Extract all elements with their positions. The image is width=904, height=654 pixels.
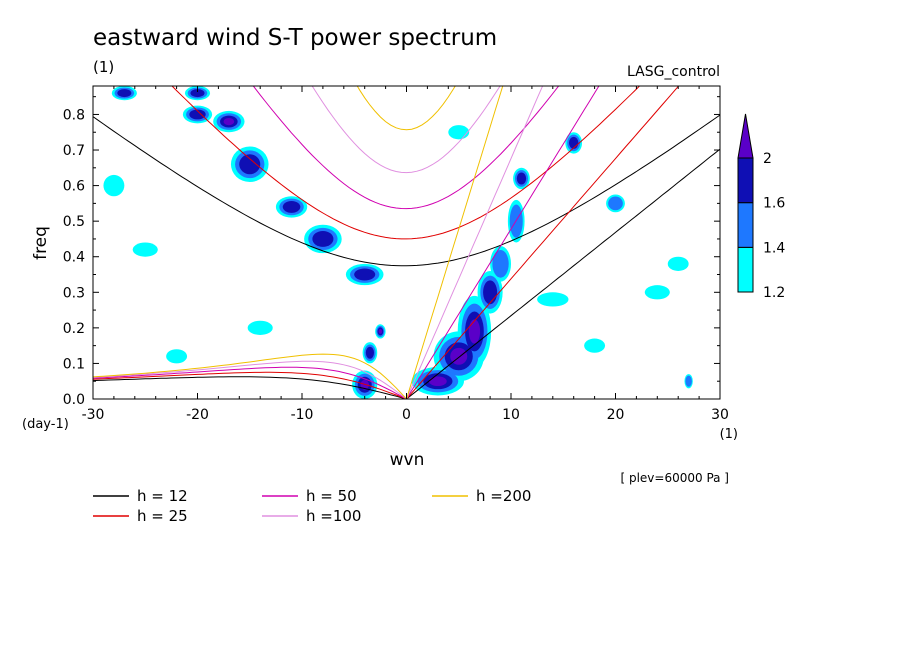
x-tick-label: 0 [402,407,411,423]
dispersion-curves [93,86,720,399]
colorbar-segment [737,157,754,204]
inertio-gravity-curve [93,114,720,267]
rossby-curve [93,353,407,399]
power-region [189,109,206,120]
colorbar-arrow [737,113,754,159]
y-tick-label: 0.8 [63,107,85,123]
power-region [223,117,235,126]
kelvin-curve [406,86,504,399]
legend: h = 12 h = 25 h = 50 h =100 h =200 [93,487,531,525]
colorbar-label: 1.6 [763,196,785,212]
y-tick-label: 0.0 [63,392,85,408]
units-label: (1) [93,58,114,76]
x-tick-label: -30 [82,407,105,423]
rossby-curve [93,376,407,399]
kelvin-curve [406,86,600,399]
level-label: [ plev=60000 Pa ] [620,471,729,485]
inertio-gravity-curve [171,86,641,240]
colorbar-label: 2 [763,151,772,167]
inertio-gravity-curve [311,86,501,174]
rossby-curve [93,366,407,399]
y-tick-label: 0.1 [63,356,85,372]
x-units-label: (1) [720,427,738,442]
y-tick-label: 0.4 [63,250,85,266]
axis-ticks: -30 -20 -10 0 10 20 30 0.0 0.1 0.2 0.3 0.4 0.5 0.6 0.7… [63,86,729,423]
power-region [354,268,376,281]
y-tick-label: 0.6 [63,179,85,195]
y-tick-label: 0.5 [63,214,85,230]
rossby-curve [93,371,407,399]
y-tick-label: 0.3 [63,285,85,301]
inertio-gravity-curve [252,86,560,210]
power-region [584,338,606,353]
y-units-label: (day-1) [22,417,69,432]
power-contours [103,86,693,399]
power-region [428,376,447,387]
legend-label: h = 25 [137,507,188,525]
power-region [516,172,527,185]
x-axis-label: wvn [390,450,425,470]
legend-label: h = 50 [306,487,357,505]
plot-area [93,86,720,399]
plot-frame [92,85,721,400]
power-region [166,349,188,364]
power-region [132,242,158,257]
power-region [365,346,375,359]
power-region [667,256,689,271]
power-region [685,375,692,387]
legend-label: h = 12 [137,487,188,505]
power-region [378,329,383,334]
inertio-gravity-curve [356,86,456,131]
kelvin-curve [406,148,720,399]
power-region [483,280,498,305]
power-region [448,125,470,140]
colorbar-segment [737,202,754,248]
y-tick-label: 0.2 [63,321,85,337]
legend-label: h =100 [306,507,361,525]
y-tick-label: 0.7 [63,143,85,159]
chart-title: eastward wind S-T power spectrum [93,25,497,51]
colorbar-label: 1.2 [763,285,785,301]
legend-label: h =200 [476,487,531,505]
y-axis-label: freq [31,226,51,260]
power-region [117,89,132,98]
rossby-curve [93,360,407,399]
power-region [247,320,273,335]
x-tick-label: -20 [186,407,209,423]
power-region [190,89,205,98]
power-region [312,230,334,247]
run-label: LASG_control [627,64,720,80]
x-tick-label: 30 [711,407,729,423]
power-region [468,319,481,344]
kelvin-curve [406,86,680,399]
colorbar-segment [737,246,754,293]
power-region [239,154,261,175]
colorbar: 1.2 1.4 1.6 2 [737,113,785,301]
power-region [608,196,623,211]
power-region [537,292,569,307]
power-region [569,136,579,149]
x-tick-label: 10 [502,407,520,423]
colorbar-label: 1.4 [763,240,785,256]
power-region [282,200,301,213]
x-tick-label: 20 [607,407,625,423]
x-tick-label: -10 [291,407,314,423]
kelvin-curve [406,86,544,399]
power-region [492,249,509,278]
power-region [644,285,670,300]
power-region [103,174,125,197]
